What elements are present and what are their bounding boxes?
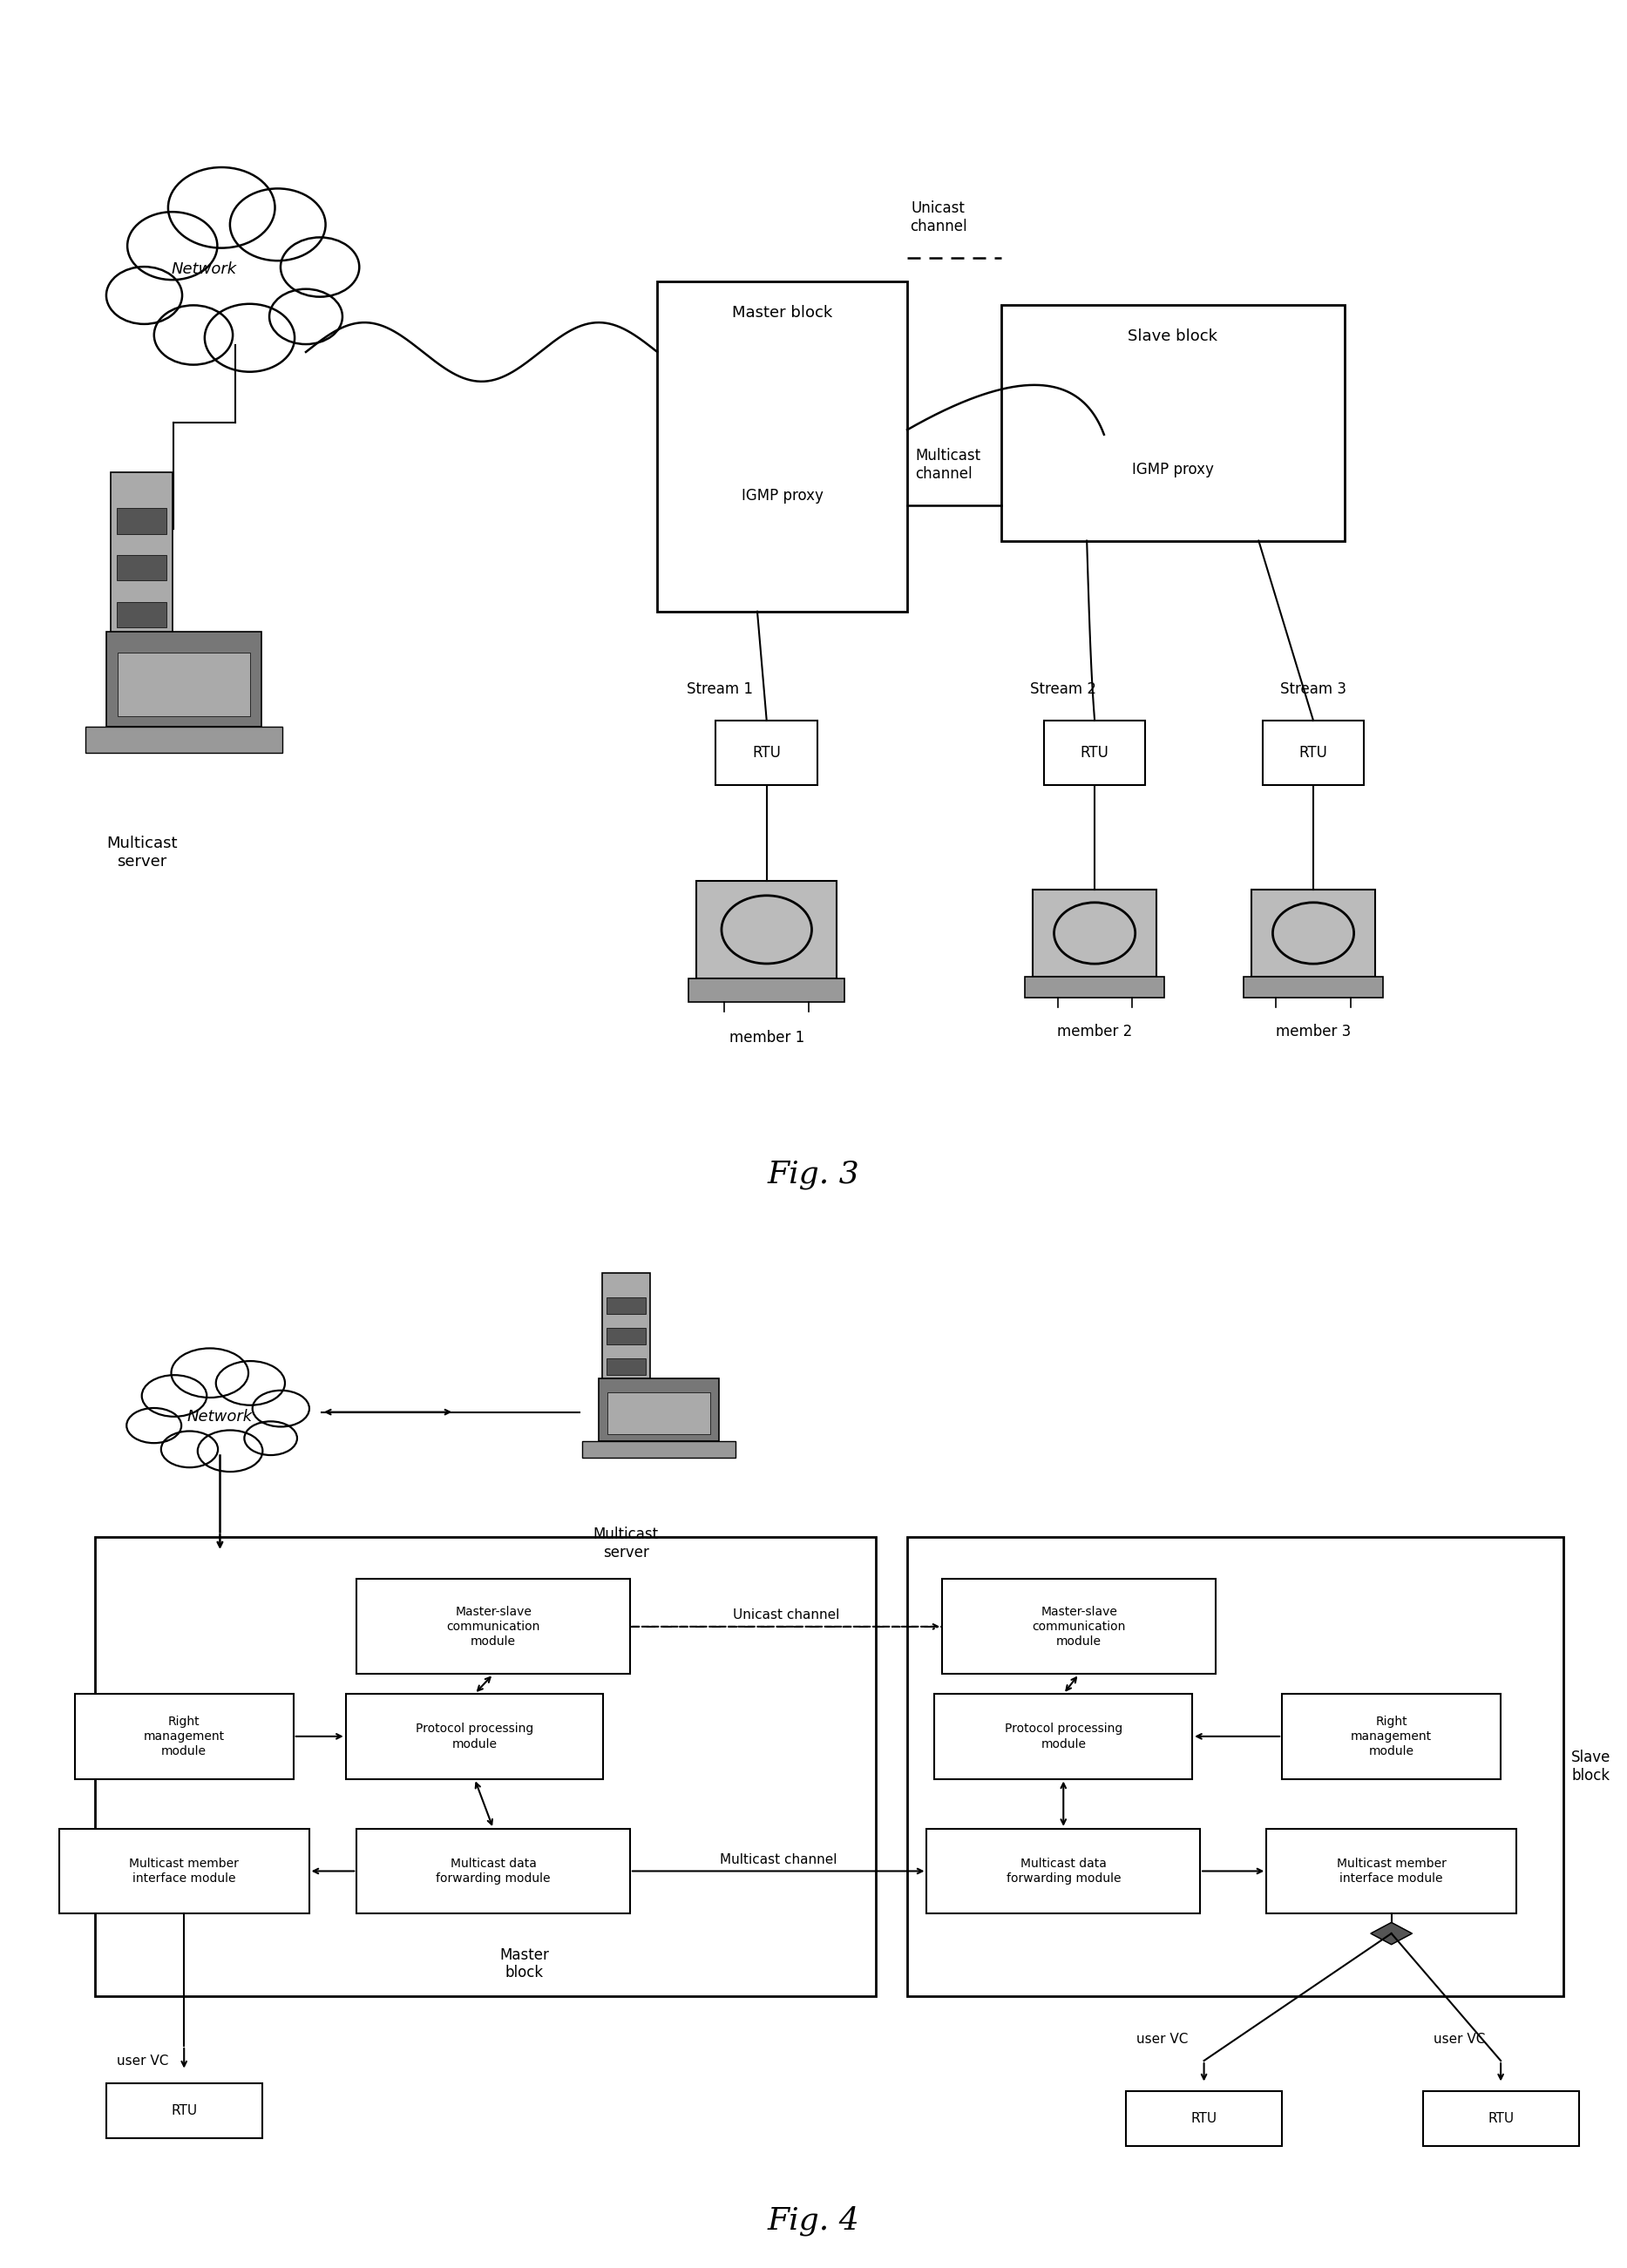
Text: Master-slave
communication
module: Master-slave communication module <box>1032 1606 1126 1649</box>
Bar <box>1045 721 1145 785</box>
Text: Protocol processing
module: Protocol processing module <box>1004 1724 1123 1751</box>
Bar <box>602 1272 651 1413</box>
Text: user VC: user VC <box>117 2055 169 2066</box>
Bar <box>934 1694 1193 1778</box>
Bar <box>927 1828 1201 1914</box>
Bar <box>716 721 817 785</box>
Bar <box>1126 2091 1282 2146</box>
Bar <box>106 2082 262 2139</box>
Text: Right
management
module: Right management module <box>1350 1715 1432 1758</box>
Text: Master block: Master block <box>732 304 833 320</box>
Bar <box>345 1694 604 1778</box>
Text: Multicast member
interface module: Multicast member interface module <box>1336 1857 1446 1885</box>
Bar <box>356 1579 630 1674</box>
Bar <box>599 1379 719 1440</box>
Text: RTU: RTU <box>1298 746 1328 760</box>
Text: Fig. 3: Fig. 3 <box>768 1159 859 1188</box>
Text: Master
block: Master block <box>499 1946 550 1980</box>
Bar <box>59 1828 309 1914</box>
Bar <box>86 728 283 753</box>
Bar <box>119 653 251 717</box>
Text: Stream 3: Stream 3 <box>1280 680 1347 696</box>
Text: Multicast data
forwarding module: Multicast data forwarding module <box>436 1857 550 1885</box>
Bar <box>117 649 166 674</box>
Bar <box>688 978 844 1002</box>
Text: Slave
block: Slave block <box>1572 1749 1611 1783</box>
Text: Slave block: Slave block <box>1128 329 1217 345</box>
Text: IGMP proxy: IGMP proxy <box>1132 463 1214 479</box>
Text: Multicast
server: Multicast server <box>106 835 177 869</box>
Bar <box>1282 1694 1500 1778</box>
Bar <box>107 631 262 728</box>
Bar <box>607 1359 646 1374</box>
Text: user VC: user VC <box>1137 2032 1188 2046</box>
Text: Protocol processing
module: Protocol processing module <box>415 1724 534 1751</box>
Bar <box>94 1538 875 1996</box>
Bar <box>696 880 836 978</box>
Bar <box>607 1390 646 1406</box>
Bar <box>582 1440 735 1458</box>
Bar <box>1001 304 1344 540</box>
Bar <box>117 508 166 533</box>
Bar <box>1033 889 1157 978</box>
Bar <box>607 1327 646 1345</box>
Bar <box>111 472 172 685</box>
Bar <box>1422 2091 1578 2146</box>
Text: Network: Network <box>171 261 238 277</box>
Bar <box>117 601 166 628</box>
Text: RTU: RTU <box>1080 746 1110 760</box>
Text: member 2: member 2 <box>1058 1023 1132 1039</box>
Text: RTU: RTU <box>171 2105 197 2116</box>
Text: Multicast
server: Multicast server <box>594 1526 659 1560</box>
Bar <box>1263 721 1363 785</box>
Text: Multicast channel: Multicast channel <box>719 1853 836 1867</box>
Text: RTU: RTU <box>1191 2112 1217 2125</box>
Bar <box>942 1579 1215 1674</box>
Bar <box>75 1694 293 1778</box>
Bar <box>908 1538 1564 1996</box>
Bar <box>117 556 166 581</box>
Text: user VC: user VC <box>1433 2032 1485 2046</box>
Text: Stream 1: Stream 1 <box>687 680 753 696</box>
Text: Unicast channel: Unicast channel <box>732 1608 840 1622</box>
Text: Multicast member
interface module: Multicast member interface module <box>129 1857 239 1885</box>
Bar <box>1025 978 1165 998</box>
Bar <box>607 1297 646 1313</box>
Text: Fig. 4: Fig. 4 <box>768 2204 859 2236</box>
Text: Multicast data
forwarding module: Multicast data forwarding module <box>1005 1857 1121 1885</box>
Text: RTU: RTU <box>1487 2112 1513 2125</box>
Text: Right
management
module: Right management module <box>143 1715 225 1758</box>
Bar <box>607 1393 711 1433</box>
Text: member 3: member 3 <box>1276 1023 1350 1039</box>
Bar <box>1243 978 1383 998</box>
Text: IGMP proxy: IGMP proxy <box>742 488 823 503</box>
Text: Multicast
channel: Multicast channel <box>914 447 981 481</box>
Bar <box>657 281 908 612</box>
Text: member 1: member 1 <box>729 1030 804 1046</box>
Text: Master-slave
communication
module: Master-slave communication module <box>446 1606 540 1649</box>
Text: RTU: RTU <box>752 746 781 760</box>
Text: Stream 2: Stream 2 <box>1030 680 1097 696</box>
Text: Network: Network <box>187 1408 252 1424</box>
Bar <box>356 1828 630 1914</box>
Text: Unicast
channel: Unicast channel <box>909 200 966 234</box>
Bar <box>1251 889 1375 978</box>
Polygon shape <box>1372 1923 1412 1944</box>
Bar <box>1266 1828 1516 1914</box>
